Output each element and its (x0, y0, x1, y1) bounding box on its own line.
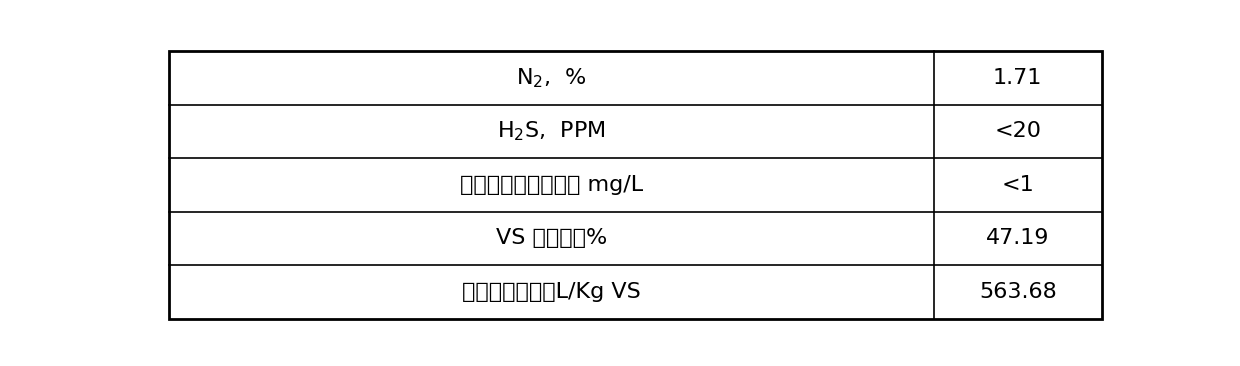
Text: $\mathrm{N_{2}}$,  %: $\mathrm{N_{2}}$, % (516, 66, 587, 90)
Text: <1: <1 (1002, 175, 1034, 195)
Text: 最大沼气产率，L/Kg VS: 最大沼气产率，L/Kg VS (463, 282, 641, 302)
Text: 47.19: 47.19 (986, 228, 1049, 249)
Text: <20: <20 (994, 121, 1042, 141)
Text: 1.71: 1.71 (993, 68, 1043, 88)
Text: VS 降解率，%: VS 降解率，% (496, 228, 608, 249)
Text: $\mathrm{H_{2}}$S,  PPM: $\mathrm{H_{2}}$S, PPM (497, 119, 606, 143)
Text: 563.68: 563.68 (978, 282, 1056, 302)
Text: 总磷（脱水滤液）， mg/L: 总磷（脱水滤液）， mg/L (460, 175, 644, 195)
